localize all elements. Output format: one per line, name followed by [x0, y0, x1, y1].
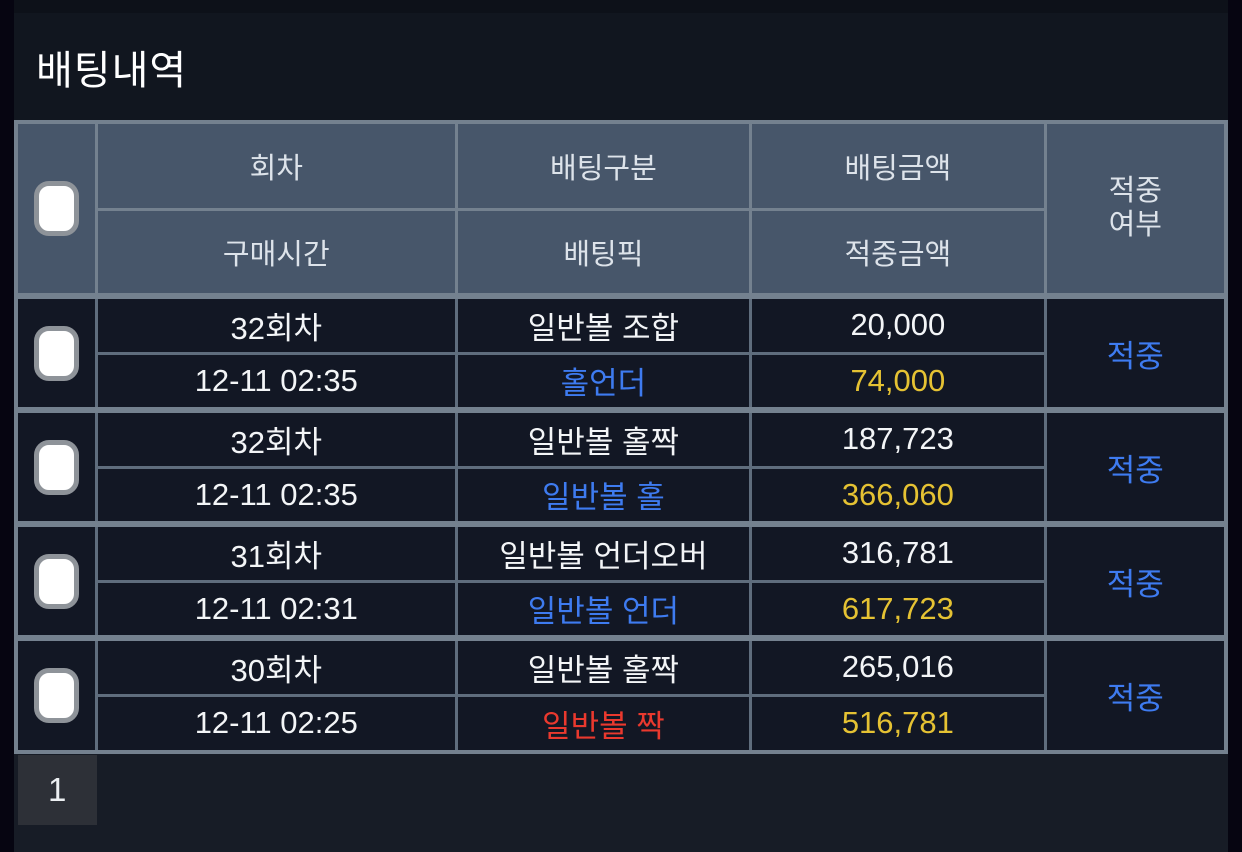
purchase-time-cell: 12-11 02:31 — [94, 579, 458, 640]
win-amount-cell: 516,781 — [749, 693, 1047, 754]
page-button-1[interactable]: 1 — [18, 755, 97, 825]
table-row: 32회차 일반볼 조합 20,000 적중 — [14, 293, 1228, 412]
table-subrow: 12-11 02:31 일반볼 언더 617,723 — [16, 579, 1226, 640]
select-all-cell — [14, 120, 98, 298]
bet-pick-cell: 홀언더 — [454, 351, 753, 412]
header-round: 회차 — [94, 120, 458, 211]
row-checkbox-cell — [14, 521, 98, 640]
bet-pick-cell: 일반볼 짝 — [454, 693, 753, 754]
table-subrow: 12-11 02:35 일반볼 홀 366,060 — [16, 465, 1226, 526]
header-hit-status: 적중여부 — [1043, 120, 1228, 298]
bet-pick-cell: 일반볼 언더 — [454, 579, 753, 640]
row-checkbox[interactable] — [33, 439, 79, 495]
betting-history-table: 회차 배팅구분 배팅금액 적중여부 구매시간 배팅픽 적중금액 32회차 일반볼… — [14, 120, 1228, 754]
header-bet-amount: 배팅금액 — [749, 120, 1047, 211]
top-partial-block — [14, 0, 1228, 13]
bet-type-cell: 일반볼 홀짝 — [454, 407, 753, 469]
row-checkbox[interactable] — [33, 325, 79, 381]
bet-type-cell: 일반볼 언더오버 — [454, 521, 753, 583]
header-purchase-time: 구매시간 — [94, 207, 458, 298]
bet-pick-cell: 일반볼 홀 — [454, 465, 753, 526]
table-row: 30회차 일반볼 홀짝 265,016 적중 — [14, 635, 1228, 754]
purchase-time-cell: 12-11 02:25 — [94, 693, 458, 754]
round-cell: 32회차 — [94, 407, 458, 469]
row-checkbox[interactable] — [33, 668, 79, 723]
bet-amount-cell: 187,723 — [749, 407, 1047, 469]
table-subrow: 12-11 02:35 홀언더 74,000 — [16, 351, 1226, 412]
row-checkbox-cell — [14, 293, 98, 412]
row-checkbox-cell — [14, 407, 98, 526]
header-bet-type: 배팅구분 — [454, 120, 753, 211]
table-header: 회차 배팅구분 배팅금액 적중여부 구매시간 배팅픽 적중금액 — [14, 120, 1228, 298]
bet-amount-cell: 316,781 — [749, 521, 1047, 583]
win-amount-cell: 366,060 — [749, 465, 1047, 526]
round-cell: 32회차 — [94, 293, 458, 355]
hit-status-cell: 적중 — [1043, 521, 1228, 640]
purchase-time-cell: 12-11 02:35 — [94, 351, 458, 412]
row-checkbox[interactable] — [33, 553, 79, 609]
purchase-time-cell: 12-11 02:35 — [94, 465, 458, 526]
table-row: 31회차 일반볼 언더오버 316,781 적중 — [14, 521, 1228, 640]
table-subrow: 12-11 02:25 일반볼 짝 516,781 — [16, 693, 1226, 754]
win-amount-cell: 617,723 — [749, 579, 1047, 640]
hit-status-cell: 적중 — [1043, 635, 1228, 754]
header-win-amount: 적중금액 — [749, 207, 1047, 298]
round-cell: 30회차 — [94, 635, 458, 697]
bet-amount-cell: 265,016 — [749, 635, 1047, 697]
row-checkbox-cell — [14, 635, 98, 754]
title-bar: 배팅내역 — [14, 13, 1228, 120]
pagination-area: 1 — [14, 754, 1228, 852]
win-amount-cell: 74,000 — [749, 351, 1047, 412]
hit-status-cell: 적중 — [1043, 407, 1228, 526]
hit-status-cell: 적중 — [1043, 293, 1228, 412]
select-all-checkbox[interactable] — [33, 181, 79, 236]
bet-type-cell: 일반볼 조합 — [454, 293, 753, 355]
page-title: 배팅내역 — [36, 48, 188, 93]
header-bet-pick: 배팅픽 — [454, 207, 753, 298]
round-cell: 31회차 — [94, 521, 458, 583]
table-row: 32회차 일반볼 홀짝 187,723 적중 — [14, 407, 1228, 526]
bet-type-cell: 일반볼 홀짝 — [454, 635, 753, 697]
bet-amount-cell: 20,000 — [749, 293, 1047, 355]
